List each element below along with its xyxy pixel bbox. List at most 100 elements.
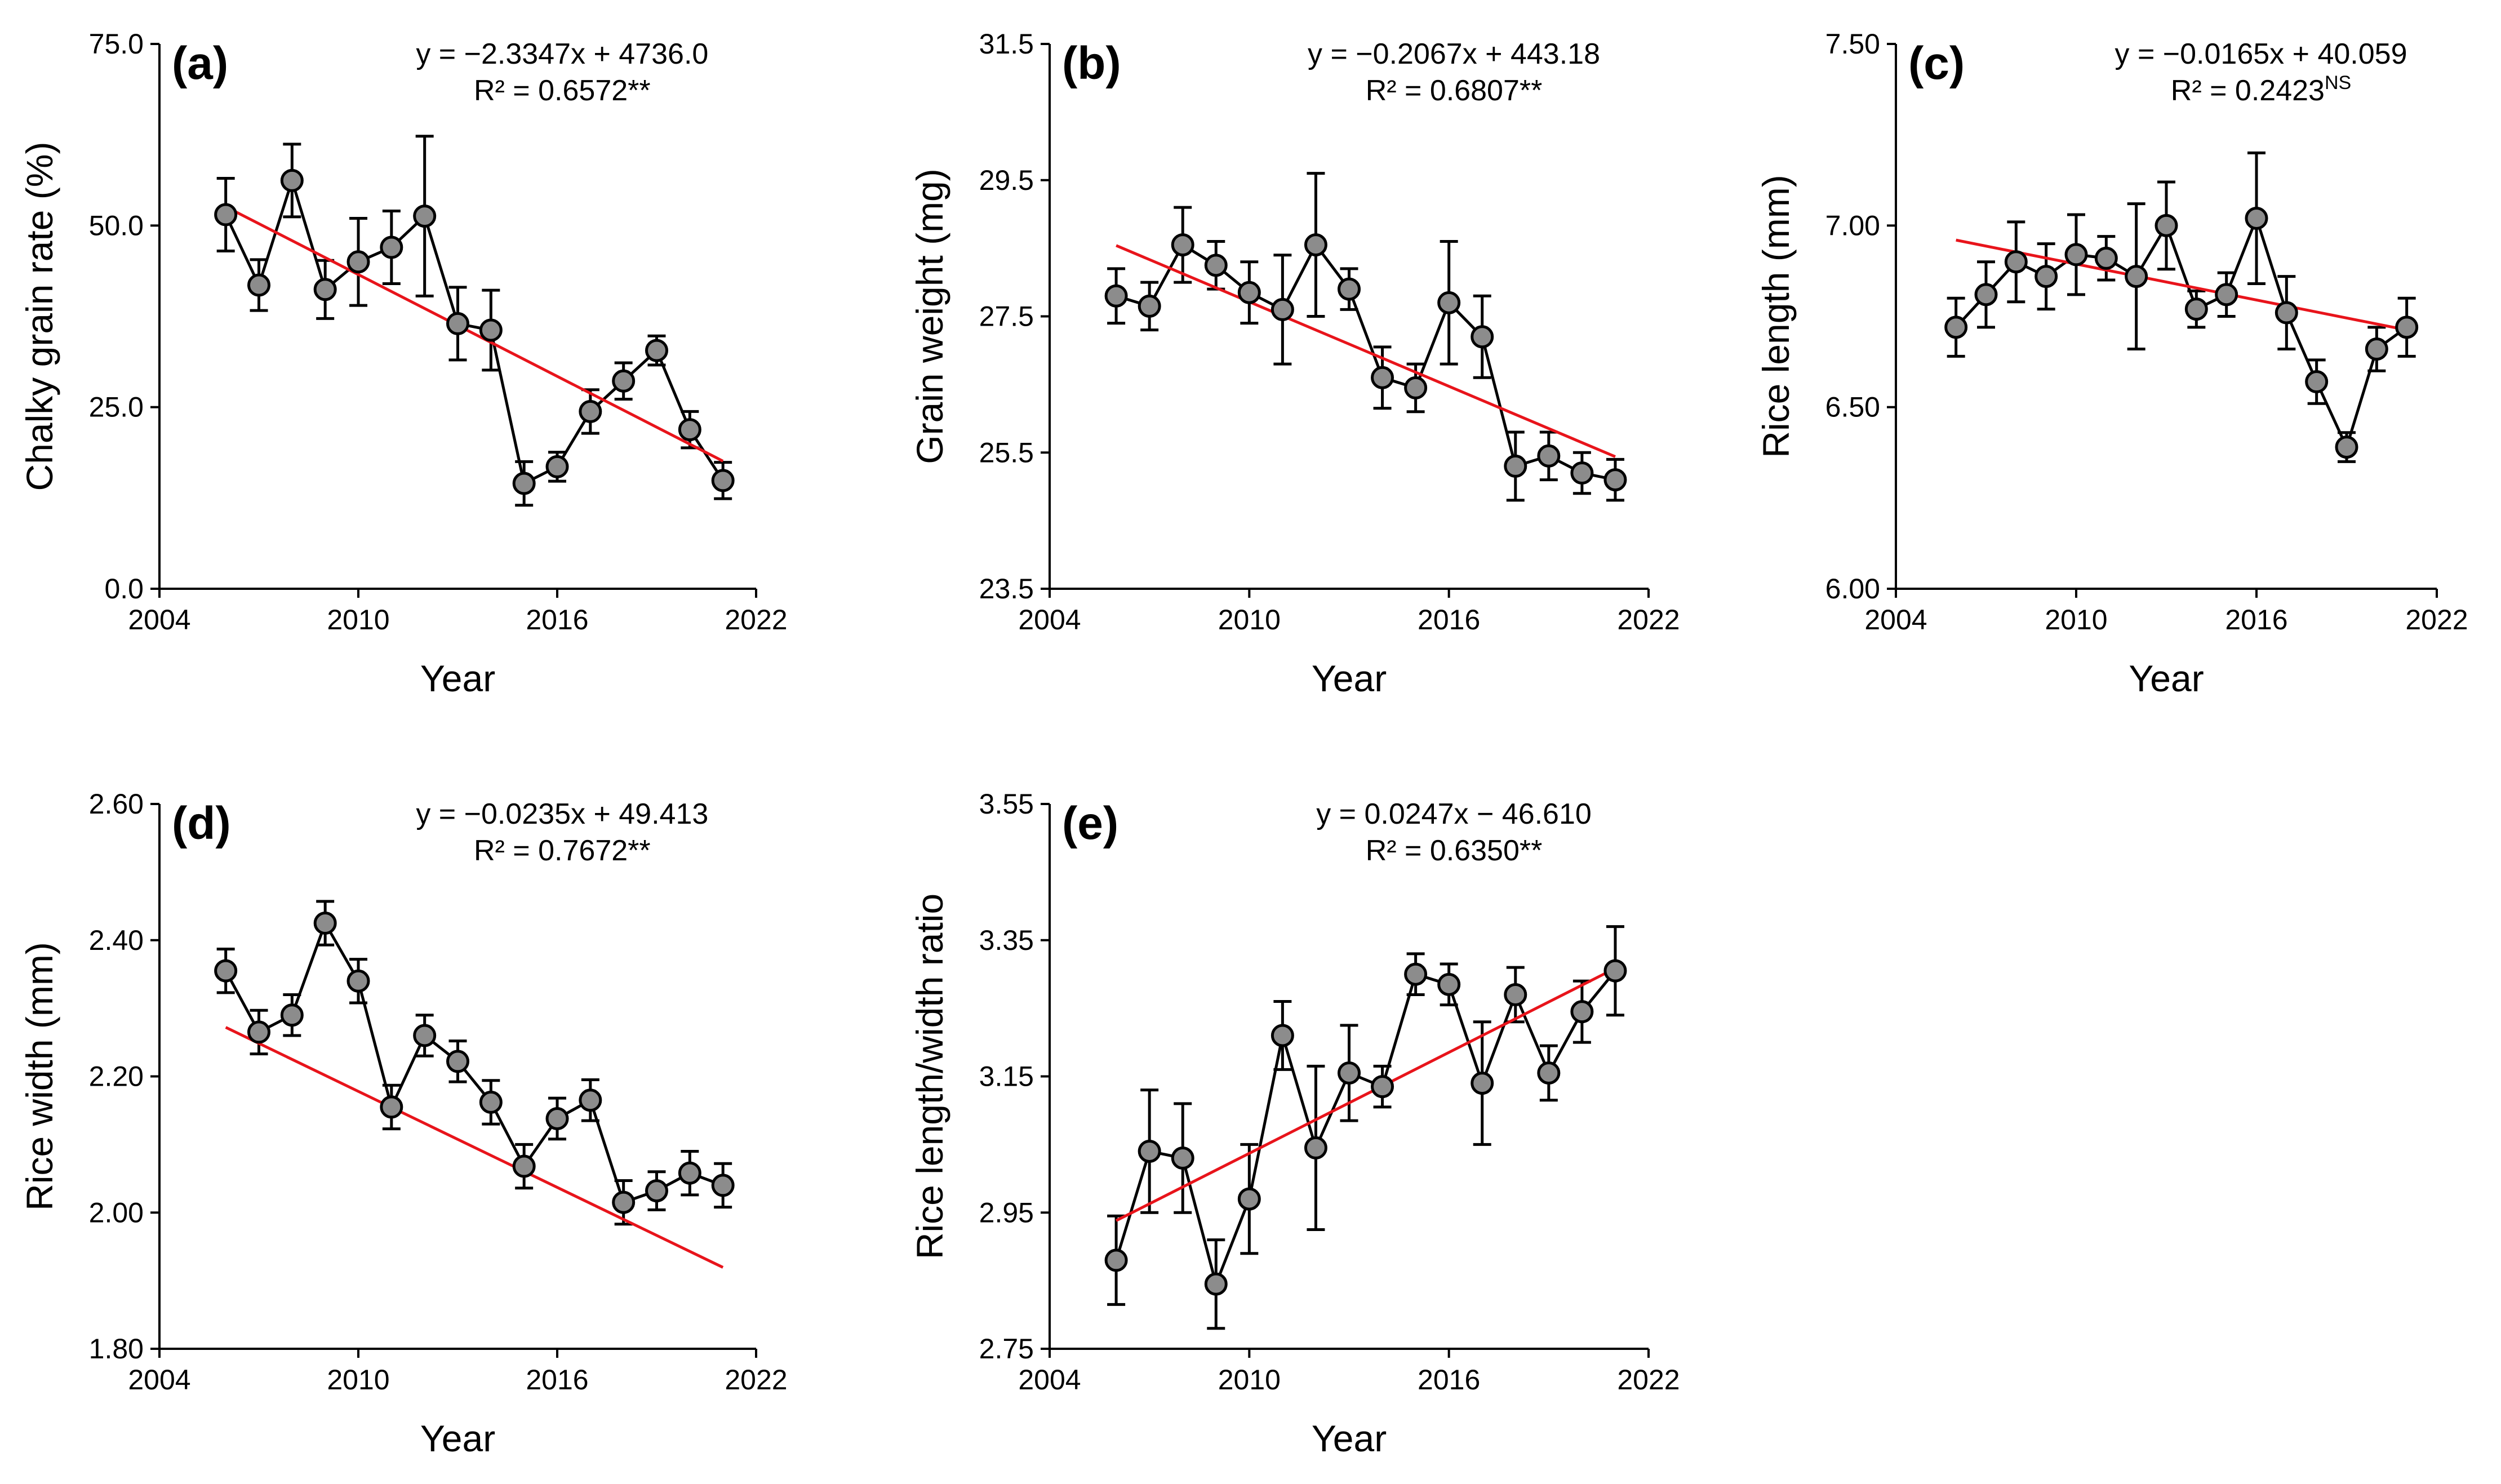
data-point <box>1204 254 1228 277</box>
trend-line <box>1956 238 2407 332</box>
data-point <box>1104 1248 1128 1272</box>
data-series-line <box>1114 970 1616 1289</box>
significance-mark: ** <box>1520 834 1542 867</box>
data-point <box>380 1095 403 1119</box>
trend-line <box>1116 244 1616 458</box>
data-point <box>2215 283 2238 306</box>
data-point <box>1271 1024 1294 1047</box>
y-tick-label: 25.5 <box>979 437 1034 468</box>
data-point <box>1338 277 1361 301</box>
panel-label: (c) <box>1908 38 1965 89</box>
data-point <box>2395 316 2419 339</box>
data-point <box>1537 444 1561 468</box>
data-point <box>446 312 469 335</box>
data-point <box>1338 1061 1361 1085</box>
panel-a: 0.0 25.0 50.0 75.0 2004 2010 2016 2022 Year Chalk… <box>19 28 788 699</box>
data-point <box>2034 265 2058 288</box>
x-tick-label: 2004 <box>128 604 190 636</box>
x-tick-label: 2022 <box>1617 1364 1680 1396</box>
data-series-line <box>224 175 725 486</box>
x-tick-label: 2016 <box>1418 1364 1480 1396</box>
data-series-line <box>224 919 724 1205</box>
data-point <box>1204 1272 1228 1296</box>
x-tick-label: 2022 <box>725 1364 787 1396</box>
data-point <box>479 1090 503 1114</box>
panel-c: 6.00 6.50 7.00 7.50 2004 2010 2016 2022 Year Rice… <box>1755 28 2468 699</box>
data-point <box>1437 291 1461 314</box>
data-point <box>313 278 337 301</box>
x-tick-label: 2010 <box>1218 1364 1281 1396</box>
y-tick-label: 25.0 <box>89 392 144 423</box>
panel-label: (e) <box>1062 798 1118 849</box>
y-tick-label: 2.20 <box>89 1061 144 1092</box>
x-tick-label: 2004 <box>128 1364 190 1396</box>
y-tick-label: 1.80 <box>89 1333 144 1365</box>
y-axis-title: Rice length (mm) <box>1755 175 1797 457</box>
data-point <box>1304 233 1327 257</box>
x-tick-label: 2022 <box>1617 604 1680 636</box>
data-point <box>1237 281 1261 304</box>
x-tick-label: 2016 <box>526 604 588 636</box>
data-point <box>2275 301 2298 325</box>
data-point <box>512 1154 536 1178</box>
data-point <box>711 1174 735 1197</box>
data-point <box>479 318 503 342</box>
significance-mark: ** <box>628 74 650 107</box>
data-point <box>413 205 437 228</box>
significance-mark: ** <box>628 834 650 867</box>
data-point <box>645 1179 668 1203</box>
x-tick-label: 2010 <box>2045 604 2107 636</box>
data-point <box>1570 461 1594 485</box>
x-tick-label: 2022 <box>2405 604 2468 636</box>
data-point <box>1603 959 1627 983</box>
data-point <box>347 969 370 993</box>
panel-label: (a) <box>172 38 228 89</box>
regression-equation: y = −0.0165x + 40.059 <box>2115 38 2407 70</box>
data-point <box>579 1088 602 1112</box>
data-point <box>214 203 238 226</box>
r-squared-label: R² = 0.6807** <box>1366 74 1543 107</box>
data-point <box>512 472 536 495</box>
data-series-line <box>1116 242 1616 482</box>
data-point <box>247 273 270 297</box>
data-point <box>1371 366 1394 389</box>
data-point <box>1171 233 1194 257</box>
regression-equation: y = −0.2067x + 443.18 <box>1308 38 1600 70</box>
data-point <box>247 1020 270 1044</box>
data-point <box>1138 1139 1161 1163</box>
y-axis-title: Chalky grain rate (%) <box>19 142 60 491</box>
data-series-line <box>1954 214 2408 451</box>
data-point <box>2305 370 2329 394</box>
r-squared-value: R² = 0.6350 <box>1366 834 1520 867</box>
r-squared-value: R² = 0.7672 <box>474 834 628 867</box>
r-squared-label: R² = 0.2423NS <box>2171 72 2351 107</box>
data-point <box>1138 294 1161 318</box>
data-point <box>1304 1136 1327 1159</box>
r-squared-value: R² = 0.6572 <box>474 74 628 107</box>
data-point <box>678 1161 701 1185</box>
data-point <box>1570 1000 1594 1024</box>
data-point <box>2154 214 2178 237</box>
r-squared-value: R² = 0.2423 <box>2171 74 2325 107</box>
y-tick-label: 0.0 <box>104 573 144 605</box>
y-tick-label: 6.00 <box>1825 573 1880 605</box>
data-point <box>1504 454 1527 478</box>
data-point <box>612 1190 636 1214</box>
data-point <box>280 168 304 192</box>
significance-mark: NS <box>2325 72 2351 94</box>
y-tick-label: 3.15 <box>979 1061 1034 1092</box>
y-axis-title: Rice length/width ratio <box>909 894 950 1259</box>
x-axis-title: Year <box>420 1418 495 1459</box>
trend-line <box>1115 967 1616 1222</box>
data-point <box>545 1107 569 1130</box>
data-point <box>413 1024 437 1047</box>
regression-equation: y = 0.0247x − 46.610 <box>1316 798 1592 830</box>
panel-label: (d) <box>172 798 231 849</box>
regression-equation: y = −0.0235x + 49.413 <box>416 798 708 830</box>
y-tick-label: 2.40 <box>89 925 144 956</box>
x-tick-label: 2016 <box>2225 604 2287 636</box>
y-axis-title: Grain weight (mg) <box>909 168 950 464</box>
y-tick-label: 23.5 <box>979 573 1034 605</box>
y-tick-label: 29.5 <box>979 165 1034 196</box>
x-tick-label: 2010 <box>327 1364 389 1396</box>
